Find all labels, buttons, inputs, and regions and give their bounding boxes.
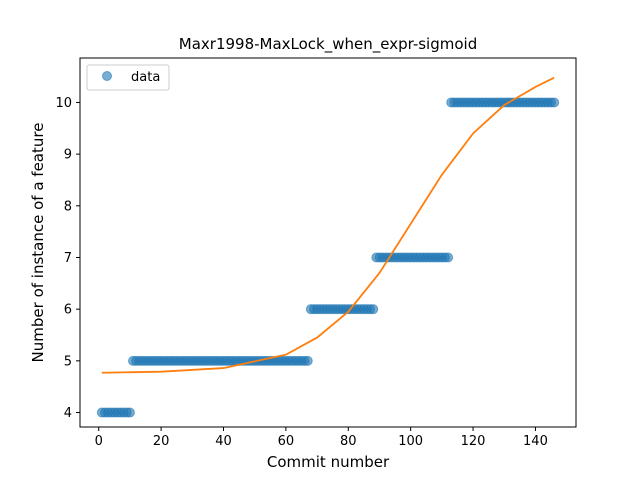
sigmoid-fit-line (101, 76, 555, 374)
y-tick-label: 5 (64, 354, 72, 369)
legend-label-data: data (131, 70, 160, 85)
y-axis: 4 5 6 7 8 9 10 (55, 96, 80, 421)
x-tick-label: 100 (398, 434, 423, 449)
plot-area (96, 76, 560, 418)
axes-frame (79, 57, 577, 428)
x-tick-label: 80 (340, 434, 357, 449)
y-tick-label: 6 (64, 303, 72, 318)
legend: data (86, 64, 170, 91)
y-tick-label: 10 (55, 96, 72, 111)
data-point (302, 355, 313, 366)
x-tick-label: 60 (278, 434, 295, 449)
chart-title: Maxr1998-MaxLock_when_expr-sigmoid (179, 35, 477, 54)
x-axis-label: Commit number (267, 453, 390, 471)
x-tick-label: 40 (215, 434, 232, 449)
y-tick-label: 4 (64, 406, 72, 421)
x-tick-label: 140 (523, 434, 548, 449)
data-point (443, 252, 454, 263)
y-tick-label: 8 (64, 199, 72, 214)
x-tick-label: 20 (153, 434, 170, 449)
y-axis-label: Number of instance of a feature (29, 123, 47, 363)
y-tick-label: 7 (64, 251, 72, 266)
x-tick-label: 120 (461, 434, 486, 449)
legend-marker-data (102, 71, 112, 81)
x-tick-label: 0 (95, 434, 103, 449)
y-tick-label: 9 (64, 148, 72, 163)
x-axis: 0 20 40 60 80 100 120 140 (95, 427, 548, 449)
data-point (549, 97, 560, 108)
data-point (124, 407, 135, 418)
data-point (368, 304, 379, 315)
